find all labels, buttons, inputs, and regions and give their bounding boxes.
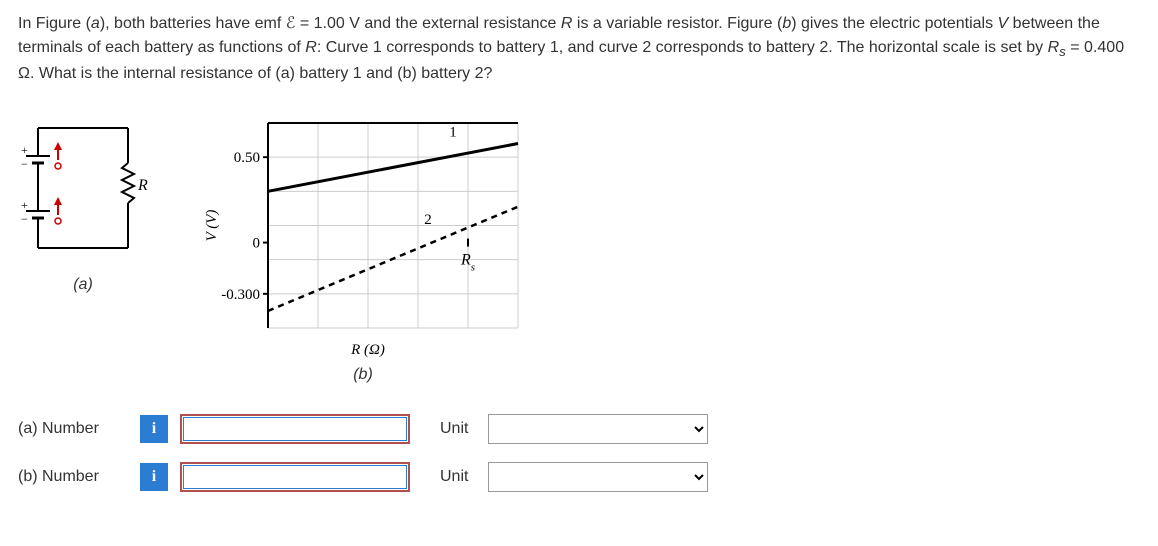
svg-text:-0.300: -0.300 (221, 287, 260, 303)
unit-label-a: Unit (440, 420, 468, 438)
info-icon[interactable]: i (140, 463, 168, 491)
svg-text:+: + (21, 143, 28, 157)
info-icon[interactable]: i (140, 415, 168, 443)
answer-row-a: (a) Number i Unit (18, 414, 1140, 444)
caption-b: (b) (353, 366, 373, 384)
unit-label-b: Unit (440, 468, 468, 486)
row-label-b: (b) Number (18, 468, 128, 486)
circuit-diagram: R + − + − (18, 108, 148, 268)
row-label-a: (a) Number (18, 420, 128, 438)
svg-text:1: 1 (449, 125, 457, 141)
svg-text:−: − (21, 212, 28, 226)
unit-select-b[interactable] (488, 462, 708, 492)
figure-b: 0.500-0.30012RsR (Ω)V (V) (b) (198, 108, 528, 384)
caption-a: (a) (73, 276, 93, 294)
problem-text: In Figure (a), both batteries have emf ℰ… (18, 12, 1140, 86)
unit-select-a[interactable] (488, 414, 708, 444)
graph-plot: 0.500-0.30012RsR (Ω)V (V) (198, 108, 528, 358)
svg-text:V (V): V (V) (204, 210, 220, 242)
number-input-a[interactable] (180, 414, 410, 444)
answer-row-b: (b) Number i Unit (18, 462, 1140, 492)
svg-text:+: + (21, 198, 28, 212)
number-input-b[interactable] (180, 462, 410, 492)
figures-row: R + − + − (18, 108, 1140, 384)
svg-text:0: 0 (253, 236, 261, 252)
svg-text:−: − (21, 157, 28, 171)
resistor-label: R (137, 177, 148, 194)
svg-text:R (Ω): R (Ω) (350, 342, 385, 358)
svg-text:0.50: 0.50 (234, 150, 260, 166)
svg-text:2: 2 (424, 212, 432, 228)
figure-a: R + − + − (18, 108, 148, 294)
